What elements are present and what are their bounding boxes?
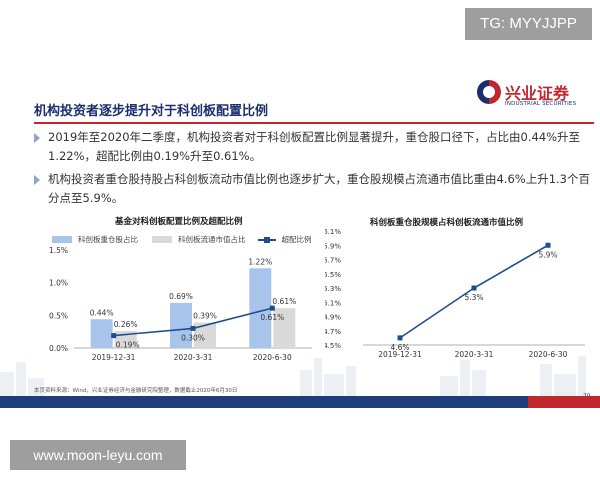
chart1-legend: 科创板重仓股占比 科创板流通市值占比 超配比例 [52,234,312,245]
legend-label-market: 科创板流通市值占比 [178,235,246,244]
slide [0,60,600,410]
chart2-y-tick: 4.9% [325,314,341,322]
chart1-bar-holding [249,268,272,348]
chart2-y-tick: 6.1% [325,228,341,236]
chart2-data-label: 4.6% [390,343,409,352]
chart2-y-tick: 5.3% [325,285,341,293]
chart2-data-label: 5.3% [464,293,483,302]
chart2-point [397,335,403,341]
chart1-y-tick: 1.0% [49,279,68,288]
chart1-x-tick: 2020-6-30 [253,353,292,362]
chart1-y-tick: 0.5% [49,311,68,320]
chart1-point-overweight [190,325,196,331]
source-note: 本页资料来源：Wind，兴业证券经济与金融研究院整理，数据截止2020年6月30… [34,388,238,394]
chart1-label-market: 0.61% [272,297,296,306]
chart1-y-tick: 0.0% [49,344,68,353]
chart1-svg: 0.0% 0.5% 1.0% 1.5% 2019-12-31 0.44%0.26% 2020… [49,246,312,362]
chart1-label-holding: 0.44% [90,308,114,317]
bullet-2: 机构投资者重仓股持股占科创板流动市值比例也逐步扩大，重仓股规模占流通市值比重由4… [34,170,594,208]
chart2-y-tick: 5.7% [325,257,341,265]
chart1-y-tick: 1.5% [49,246,68,255]
chart1-bar-market [194,322,216,348]
chart1-bar-market [273,308,296,348]
chart2-x-tick: 2020-3-31 [455,350,494,359]
city-skyline-decoration [0,356,586,396]
chart1-label-overweight: 0.19% [116,341,140,350]
chart1-label-overweight: 0.61% [260,313,284,322]
chart1-x-tick: 2019-12-31 [92,353,136,362]
chart2-x-tick: 2019-12-31 [378,350,422,359]
chart2-y-tick: 5.5% [325,271,341,279]
chart1-label-holding: 0.69% [169,292,193,301]
chart2-point [545,242,551,248]
chart1-title: 基金对科创板配置比例及超配比例 [115,217,243,227]
logo-subtitle: INDUSTRIAL SECURITIES [505,101,577,107]
legend-label-overweight: 超配比例 [281,235,312,244]
chart1-x-tick: 2020-3-31 [174,353,213,362]
bullet-1: 2019年至2020年二季度，机构投资者对于科创板配置比例显著提升，重仓股口径下… [34,128,594,166]
chart1-label-market: 0.26% [114,320,138,329]
chart1-point-overweight [111,333,117,339]
legend-swatch-holding [52,236,72,243]
bullet-1-text: 2019年至2020年二季度，机构投资者对于科创板配置比例显著提升，重仓股口径下… [48,130,581,163]
chart2-y-tick: 5.1% [325,299,341,307]
chart1-label-holding: 1.22% [248,257,272,266]
chart2-point [471,285,477,291]
chart2-x-tick: 2020-6-30 [529,350,568,359]
legend-swatch-overweight [257,236,276,243]
chart1-bar-holding [90,319,113,348]
title-divider [34,122,594,124]
logo-name: 兴业证券 [505,84,570,103]
chart2-y-tick: 5.9% [325,242,341,250]
slide-title: 机构投资者逐步提升对于科创板配置比例 [34,104,269,119]
legend-swatch-market [152,236,172,243]
footer-bar [0,396,600,408]
chart1-point-overweight [269,305,275,311]
chart2-line [399,244,549,339]
chart2-data-label: 5.9% [538,250,557,259]
legend-label-holding: 科创板重仓股占比 [78,235,138,244]
chart2-svg: 4.5% 4.7% 4.9% 5.1% 5.3% 5.5% 5.7% 5.9% 6.1% 2019… [325,228,585,359]
chart2-y-tick: 4.5% [325,342,341,350]
watermark-bottom: www.moon-leyu.com [10,440,186,470]
chart1-bar-holding [170,302,192,348]
chart1-label-market: 0.39% [193,312,217,321]
chart2-title: 科创板重仓股规模占科创板流通市值比例 [370,218,524,228]
chart1-label-overweight: 0.30% [181,333,205,342]
bullet-2-text: 机构投资者重仓股持股占科创板流动市值比例也逐步扩大，重仓股规模占流通市值比重由4… [48,172,590,205]
watermark-top: TG: MYYJJPP [465,8,592,40]
chart2-y-tick: 4.7% [325,328,341,336]
logo-icon [477,80,501,104]
